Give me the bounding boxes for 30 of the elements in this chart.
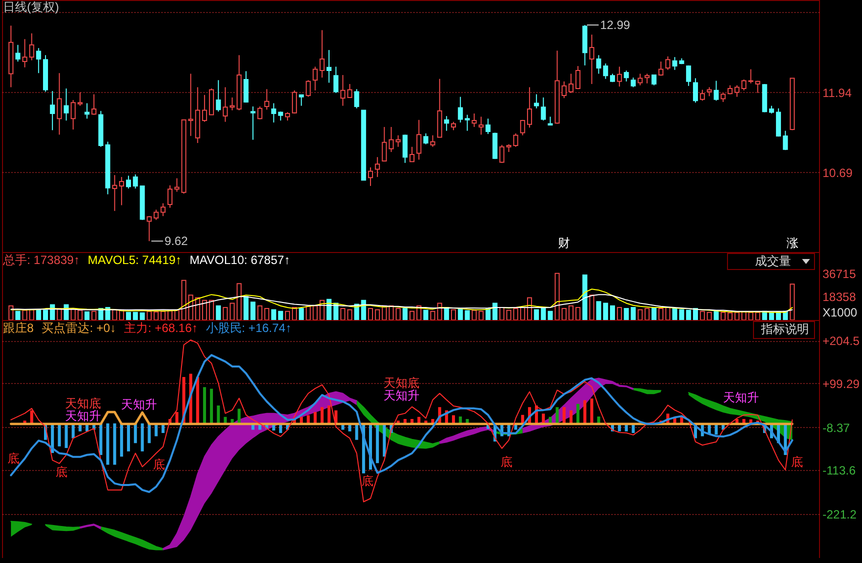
y-tick-label: -113.6 [822, 464, 856, 478]
annotation: 天知升 [120, 397, 157, 412]
annotation: 天知升 [723, 390, 760, 404]
chart-title: 跟庄8 [3, 321, 34, 335]
annotation: 小股民: +16.74↑ [206, 321, 292, 335]
annotation: 底 [362, 474, 374, 488]
annotation: 底 [152, 458, 165, 472]
annotation: 天知底 [64, 396, 101, 411]
y-tick-label: -8.37 [822, 420, 850, 435]
chart-title: 日线(复权) [3, 0, 59, 14]
annotation: 底 [791, 455, 804, 470]
annotation: 指标说明 [761, 322, 809, 337]
annotation: 财 [558, 236, 570, 250]
annotation: 12.99 [600, 18, 630, 32]
button: 指标说明 [753, 321, 815, 339]
annotation: 天知升 [64, 408, 101, 423]
y-tick-label: 11.94 [822, 86, 852, 100]
annotation: 买点雷达: +0↓ [42, 321, 116, 335]
annotation: 涨 [786, 236, 798, 250]
annotation: 底 [8, 452, 20, 466]
annotation: 9.62 [164, 234, 188, 248]
annotation: 底 [55, 465, 68, 480]
annotation: 天知底 [384, 376, 420, 390]
y-tick-label: -221.2 [822, 508, 857, 522]
y-tick-label: +99.29 [822, 376, 860, 391]
annotation: 底 [500, 455, 513, 470]
y-tick-label: +204.5 [822, 334, 860, 348]
annotation: 主力: +68.16↑ [124, 321, 198, 335]
annotation: 天知升 [384, 388, 420, 402]
y-tick-label: 10.69 [822, 166, 853, 180]
